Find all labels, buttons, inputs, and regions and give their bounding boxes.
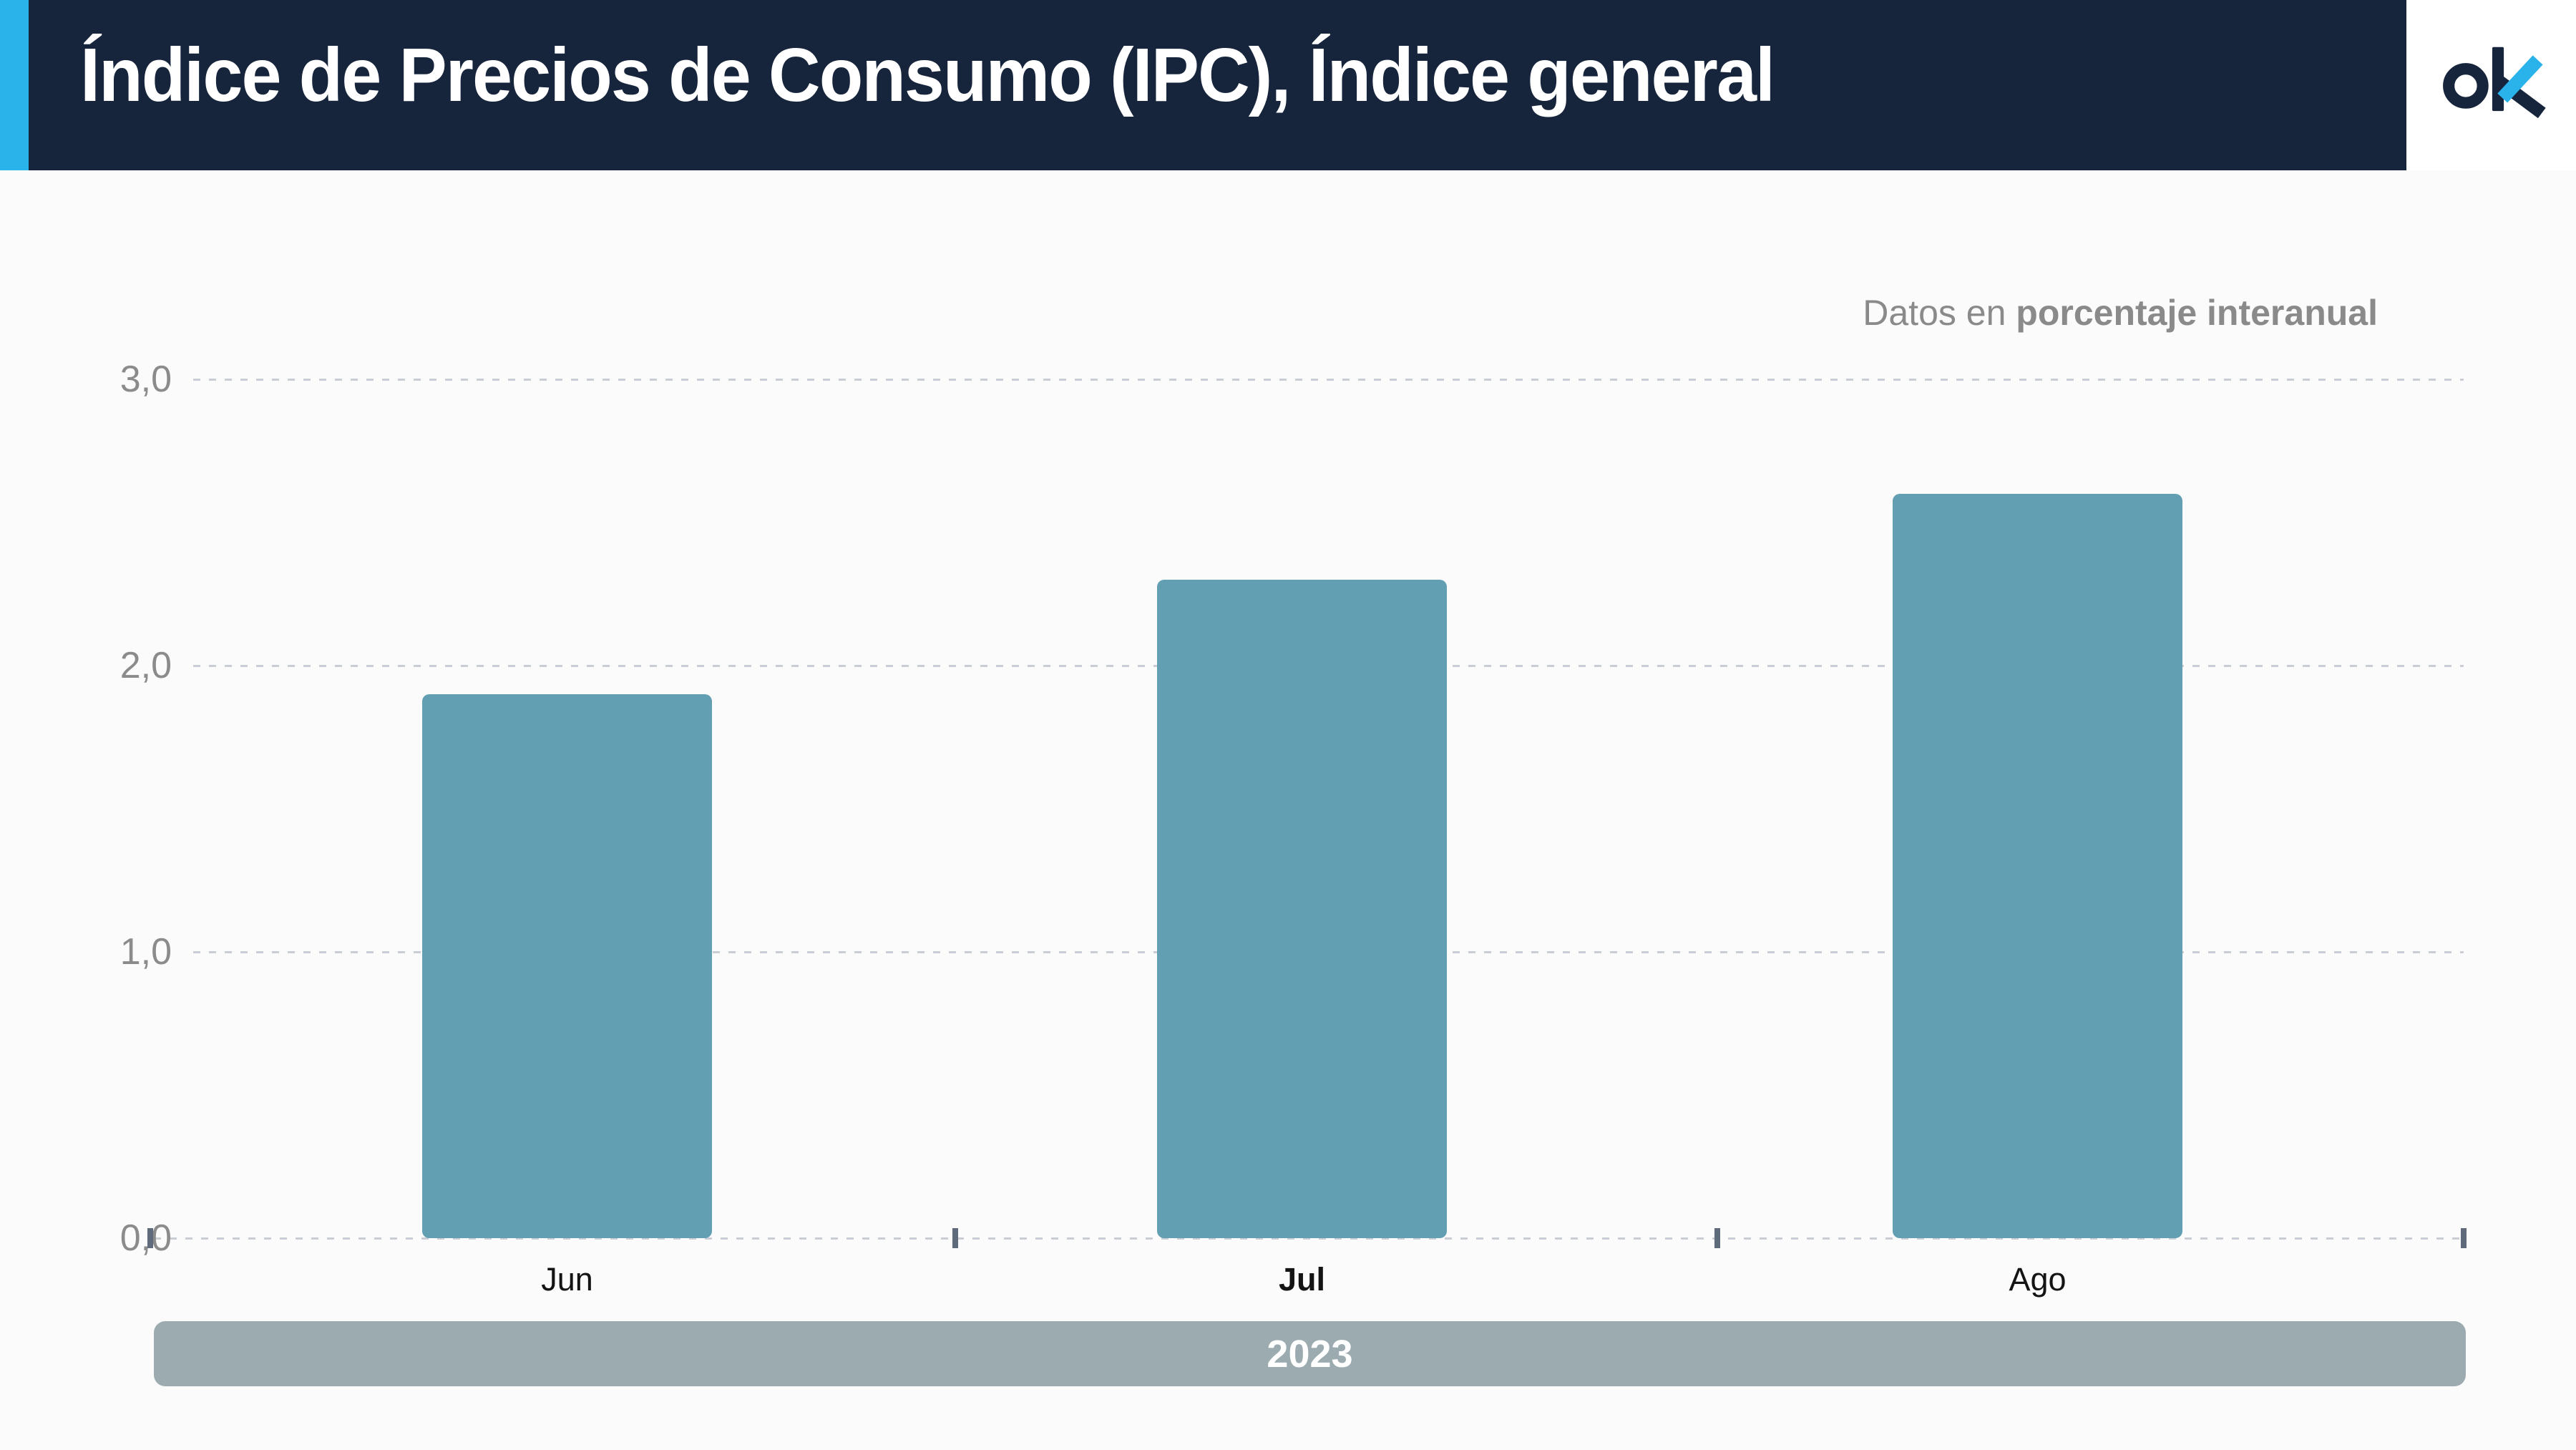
subtitle-unit: porcentaje interanual (2016, 293, 2378, 333)
x-axis-tick (952, 1228, 958, 1248)
accent-stripe (0, 0, 29, 170)
y-axis-label: 2,0 (119, 645, 172, 686)
y-axis-label: 0,0 (119, 1217, 172, 1259)
header-bar: Índice de Precios de Consumo (IPC), Índi… (0, 0, 2576, 170)
chart-title: Índice de Precios de Consumo (IPC), Índi… (80, 32, 1775, 117)
x-axis-label-jul: Jul (1278, 1261, 1326, 1298)
year-label: 2023 (1267, 1332, 1353, 1376)
bar-jul (1157, 580, 1447, 1238)
x-axis-tick (147, 1228, 153, 1248)
x-axis-label-jun: Jun (541, 1261, 593, 1298)
logo-box (2406, 0, 2576, 170)
x-axis-tick (2461, 1228, 2467, 1248)
y-axis-label: 3,0 (119, 359, 172, 400)
chart-subtitle: Datos en porcentaje interanual (1863, 292, 2378, 334)
year-band: 2023 (154, 1321, 2466, 1386)
bar-jun (422, 694, 712, 1238)
gridline-3-0 (193, 379, 2464, 381)
x-axis-tick (1714, 1228, 1720, 1248)
ok-logo-icon (2442, 47, 2546, 119)
x-axis-label-ago: Ago (2009, 1261, 2067, 1298)
gridline-0-0 (154, 1237, 2464, 1240)
subtitle-prefix: Datos en (1863, 293, 2006, 333)
y-axis-label: 1,0 (119, 931, 172, 973)
bar-ago (1893, 494, 2182, 1238)
